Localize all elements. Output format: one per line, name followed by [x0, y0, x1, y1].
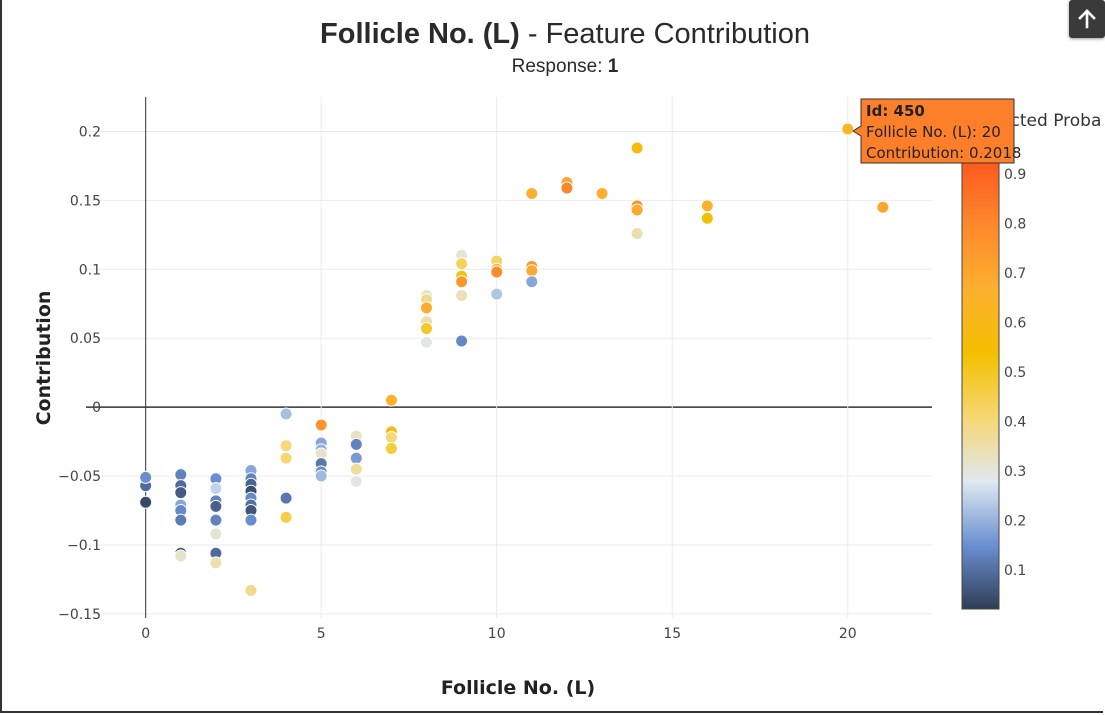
arrow-up-icon	[1078, 9, 1096, 29]
y-tick-labels: 0.2 0.15 0.1 0.05 0 −0.05 −0.1 −0.15	[58, 124, 101, 622]
y-tick-label: 0	[92, 400, 101, 416]
data-point[interactable]	[595, 186, 609, 200]
data-point[interactable]	[455, 288, 469, 302]
colorbar-tick-label: 0.3	[1004, 464, 1026, 480]
tooltip-y: Contribution: 0.2018	[866, 144, 1021, 162]
y-tick-label: 0.1	[79, 262, 101, 278]
data-point[interactable]	[349, 451, 363, 465]
colorbar-tick-label: 0.6	[1004, 316, 1026, 332]
data-point[interactable]	[876, 200, 890, 214]
data-point[interactable]	[244, 583, 258, 597]
data-point[interactable]	[560, 181, 574, 195]
data-point[interactable]	[525, 275, 539, 289]
hover-tooltip: Id: 450 Follicle No. (L): 20 Contributio…	[852, 98, 1021, 164]
colorbar-tick-label: 0.1	[1004, 563, 1026, 579]
data-point[interactable]	[349, 475, 363, 489]
data-point[interactable]	[314, 418, 328, 432]
data-point[interactable]	[630, 141, 644, 155]
data-point[interactable]	[455, 275, 469, 289]
data-point[interactable]	[244, 513, 258, 527]
x-tick-labels: 0 5 10 15 20	[141, 626, 856, 642]
data-point[interactable]	[455, 257, 469, 271]
data-point[interactable]	[209, 481, 223, 495]
data-point[interactable]	[630, 203, 644, 217]
data-point[interactable]	[420, 335, 434, 349]
data-point[interactable]	[174, 549, 188, 563]
data-point[interactable]	[525, 264, 539, 278]
y-tick-label: −0.05	[58, 469, 101, 485]
x-tick-label: 15	[663, 626, 681, 642]
data-point[interactable]	[139, 495, 153, 509]
data-point[interactable]	[349, 437, 363, 451]
chart-title: Follicle No. (L) - Feature Contribution	[320, 18, 810, 50]
chart-subtitle: Response: 1	[511, 56, 619, 77]
data-point[interactable]	[630, 226, 644, 240]
scroll-to-top-button[interactable]	[1069, 0, 1105, 38]
data-point[interactable]	[279, 491, 293, 505]
colorbar-tick-label: 0.8	[1004, 217, 1026, 233]
colorbar-tick-label: 0.4	[1004, 415, 1026, 431]
x-tick-label: 5	[317, 626, 326, 642]
x-tick-label: 0	[141, 626, 150, 642]
data-point[interactable]	[700, 211, 714, 225]
data-point[interactable]	[490, 287, 504, 301]
data-point[interactable]	[384, 430, 398, 444]
data-point[interactable]	[279, 510, 293, 524]
data-point[interactable]	[139, 470, 153, 484]
x-tick-label: 20	[839, 626, 857, 642]
data-point[interactable]	[209, 556, 223, 570]
y-tick-label: −0.1	[67, 538, 101, 554]
data-point[interactable]	[349, 462, 363, 476]
y-tick-label: 0.2	[79, 124, 101, 140]
data-point[interactable]	[490, 265, 504, 279]
colorbar: 0.10.20.30.40.50.60.70.80.9 Predicted Pr…	[961, 111, 1101, 610]
x-tick-label: 10	[488, 626, 506, 642]
data-point[interactable]	[314, 469, 328, 483]
data-point[interactable]	[174, 513, 188, 527]
data-point[interactable]	[209, 499, 223, 513]
grid-lines	[86, 97, 932, 618]
y-tick-label: −0.15	[58, 607, 101, 623]
data-point[interactable]	[525, 186, 539, 200]
colorbar-tick-label: 0.2	[1004, 514, 1026, 530]
data-point[interactable]	[700, 199, 714, 213]
data-point[interactable]	[174, 468, 188, 482]
colorbar-tick-label: 0.5	[1004, 365, 1026, 381]
colorbar-gradient	[961, 162, 1000, 610]
colorbar-tick-label: 0.9	[1004, 167, 1026, 183]
tooltip-x: Follicle No. (L): 20	[866, 123, 1001, 141]
tooltip-box	[852, 98, 1015, 164]
data-point[interactable]	[209, 513, 223, 527]
data-point[interactable]	[384, 393, 398, 407]
data-point[interactable]	[420, 322, 434, 336]
data-point[interactable]	[174, 486, 188, 500]
y-tick-label: 0.05	[70, 331, 101, 347]
data-point[interactable]	[841, 122, 855, 136]
data-point[interactable]	[279, 407, 293, 421]
y-tick-label: 0.15	[70, 193, 101, 209]
data-point[interactable]	[209, 527, 223, 541]
data-point[interactable]	[384, 441, 398, 455]
data-point[interactable]	[279, 439, 293, 453]
y-axis-label: Contribution	[33, 291, 55, 426]
colorbar-tick-labels: 0.1 0.2 0.3 0.4 0.5 0.6 0.7 0.8 0.9	[1004, 167, 1026, 579]
tooltip-id: Id: 450	[866, 102, 925, 120]
x-axis-label: Follicle No. (L)	[441, 677, 595, 699]
data-point[interactable]	[420, 301, 434, 315]
data-point[interactable]	[455, 334, 469, 348]
data-point[interactable]	[279, 451, 293, 465]
data-points	[139, 122, 890, 597]
colorbar-tick-label: 0.7	[1004, 266, 1026, 282]
